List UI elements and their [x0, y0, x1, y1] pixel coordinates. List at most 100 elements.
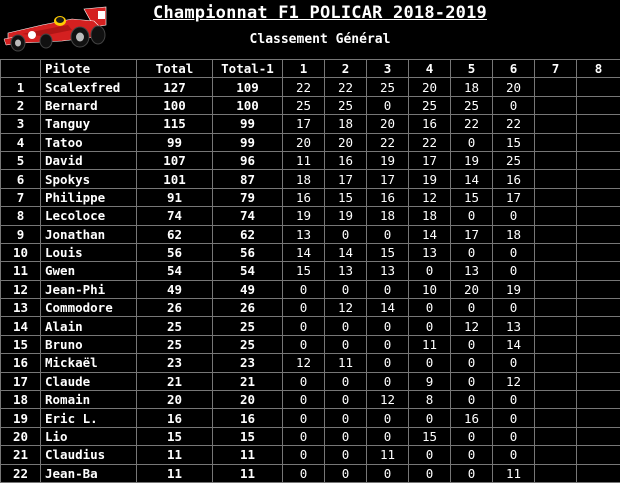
race-score-cell: 9 [409, 372, 451, 390]
race-score-cell: 25 [367, 78, 409, 96]
rank-cell: 17 [1, 372, 41, 390]
race-score-cell [535, 243, 577, 261]
race-score-cell: 0 [451, 207, 493, 225]
race-score-cell: 18 [325, 115, 367, 133]
total-cell: 101 [137, 170, 213, 188]
column-header: 5 [451, 60, 493, 78]
race-score-cell: 0 [325, 446, 367, 464]
race-score-cell: 14 [367, 299, 409, 317]
driver-name-cell: Romain [41, 391, 137, 409]
total-minus-one-cell: 100 [213, 96, 283, 114]
race-score-cell: 22 [367, 133, 409, 151]
rank-cell: 19 [1, 409, 41, 427]
race-score-cell [535, 151, 577, 169]
race-score-cell: 18 [451, 78, 493, 96]
total-minus-one-cell: 15 [213, 427, 283, 445]
race-score-cell [577, 280, 620, 298]
race-score-cell: 16 [493, 170, 535, 188]
race-score-cell: 17 [283, 115, 325, 133]
total-minus-one-cell: 16 [213, 409, 283, 427]
total-minus-one-cell: 26 [213, 299, 283, 317]
race-score-cell: 0 [367, 317, 409, 335]
total-cell: 99 [137, 133, 213, 151]
race-score-cell [535, 188, 577, 206]
race-score-cell [577, 446, 620, 464]
race-score-cell [577, 354, 620, 372]
driver-name-cell: Jean-Phi [41, 280, 137, 298]
race-score-cell: 0 [409, 317, 451, 335]
total-cell: 49 [137, 280, 213, 298]
race-score-cell [535, 207, 577, 225]
race-score-cell: 25 [493, 151, 535, 169]
race-score-cell [535, 317, 577, 335]
race-score-cell: 25 [409, 96, 451, 114]
race-score-cell: 12 [493, 372, 535, 390]
rank-cell: 4 [1, 133, 41, 151]
driver-name-cell: Gwen [41, 262, 137, 280]
race-score-cell: 0 [493, 427, 535, 445]
race-score-cell: 0 [325, 409, 367, 427]
race-score-cell [577, 225, 620, 243]
rank-cell: 11 [1, 262, 41, 280]
race-score-cell: 0 [451, 354, 493, 372]
race-score-cell: 15 [451, 188, 493, 206]
race-score-cell: 18 [367, 207, 409, 225]
race-score-cell: 0 [367, 427, 409, 445]
race-score-cell: 11 [325, 354, 367, 372]
race-score-cell: 19 [451, 151, 493, 169]
total-minus-one-cell: 109 [213, 78, 283, 96]
race-score-cell: 20 [283, 133, 325, 151]
race-score-cell: 25 [283, 96, 325, 114]
driver-name-cell: Mickaël [41, 354, 137, 372]
column-header: 3 [367, 60, 409, 78]
race-score-cell [577, 151, 620, 169]
race-score-cell: 0 [367, 335, 409, 353]
total-cell: 115 [137, 115, 213, 133]
race-score-cell: 19 [409, 170, 451, 188]
race-score-cell [577, 464, 620, 482]
race-score-cell [577, 133, 620, 151]
rank-cell: 13 [1, 299, 41, 317]
race-score-cell: 15 [409, 427, 451, 445]
rank-cell: 20 [1, 427, 41, 445]
race-score-cell: 18 [493, 225, 535, 243]
race-score-cell [535, 133, 577, 151]
race-score-cell: 22 [409, 133, 451, 151]
race-score-cell: 0 [451, 372, 493, 390]
race-score-cell: 12 [367, 391, 409, 409]
rank-cell: 15 [1, 335, 41, 353]
race-score-cell [535, 170, 577, 188]
race-score-cell: 22 [325, 78, 367, 96]
race-score-cell: 0 [493, 354, 535, 372]
total-cell: 20 [137, 391, 213, 409]
total-minus-one-cell: 25 [213, 335, 283, 353]
driver-name-cell: Eric L. [41, 409, 137, 427]
race-score-cell: 0 [325, 427, 367, 445]
race-score-cell: 14 [451, 170, 493, 188]
race-score-cell: 0 [283, 335, 325, 353]
rank-cell: 9 [1, 225, 41, 243]
f1-car-icon [2, 3, 110, 53]
rank-cell: 2 [1, 96, 41, 114]
race-score-cell [535, 427, 577, 445]
total-cell: 100 [137, 96, 213, 114]
race-score-cell: 16 [367, 188, 409, 206]
race-score-cell: 0 [451, 335, 493, 353]
race-score-cell: 0 [493, 409, 535, 427]
total-cell: 16 [137, 409, 213, 427]
race-score-cell: 17 [451, 225, 493, 243]
race-score-cell: 0 [283, 409, 325, 427]
race-score-cell: 0 [451, 464, 493, 482]
race-score-cell: 15 [325, 188, 367, 206]
total-cell: 127 [137, 78, 213, 96]
